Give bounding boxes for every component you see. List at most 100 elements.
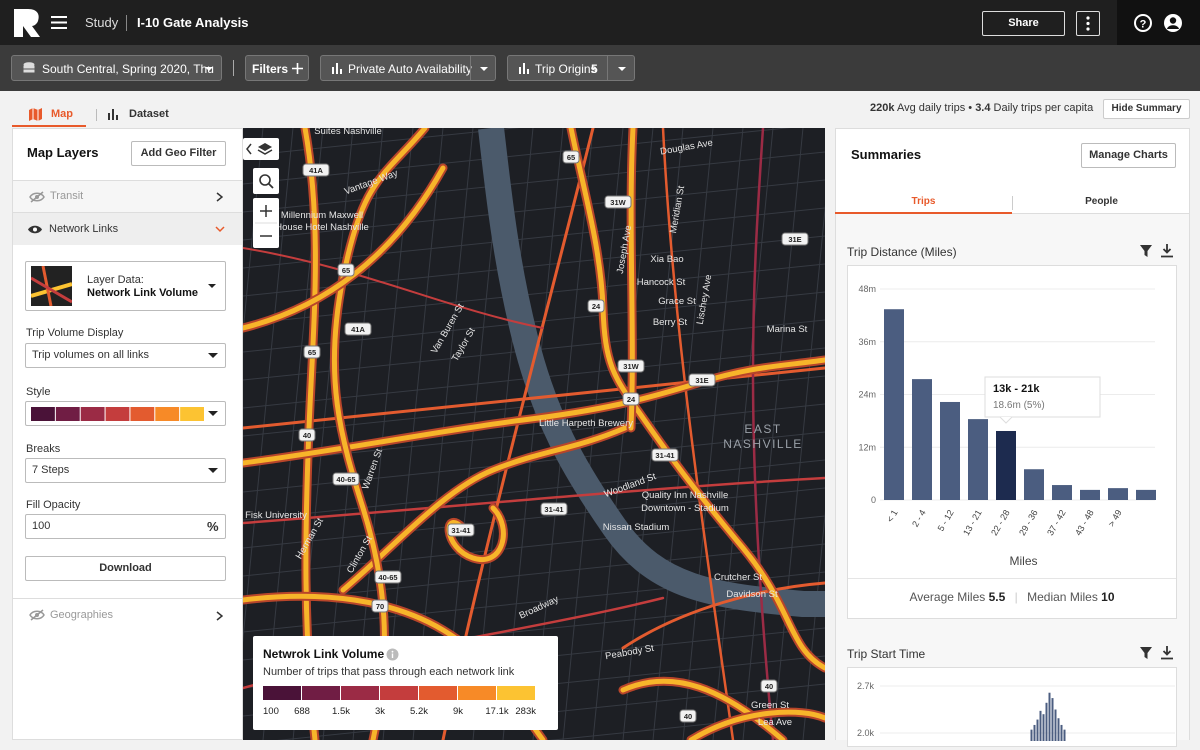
layer-data-select[interactable]: Layer Data: Network Link Volume (25, 261, 226, 311)
stat-label: Avg daily trips • (896, 102, 973, 114)
street (802, 510, 825, 740)
bar-icon (519, 63, 529, 74)
network-links-row[interactable]: Network Links (13, 212, 242, 245)
header-icons[interactable]: ? (1133, 13, 1183, 33)
hide-summary-button[interactable]: Hide Summary (1103, 99, 1190, 119)
legend-cell (302, 686, 340, 700)
dataset-tab[interactable]: Dataset (129, 108, 169, 120)
bar-icon (108, 109, 118, 120)
route-shield (622, 392, 640, 406)
logo[interactable] (14, 9, 40, 37)
opacity-input[interactable]: 100% (25, 514, 226, 539)
breaks-select[interactable]: 7 Steps (25, 458, 226, 483)
route-shield-label: 70 (376, 602, 384, 611)
links-major (243, 128, 825, 740)
chart-actions[interactable] (1140, 646, 1174, 660)
field-label: Style (26, 386, 51, 398)
legend-label: 100 (263, 706, 279, 717)
street (243, 403, 825, 465)
manage-charts-button[interactable]: Manage Charts (1081, 143, 1176, 168)
button-text: Add Geo Filter (140, 147, 217, 159)
street (243, 487, 825, 549)
route-shield (617, 359, 645, 373)
street (592, 128, 654, 740)
route-shield (679, 709, 697, 723)
style-select[interactable] (25, 401, 226, 426)
card-divider (848, 578, 1176, 579)
eye-icon (28, 225, 42, 234)
map-label: Lea Ave (758, 717, 792, 728)
street (243, 207, 825, 269)
volume-display-select[interactable]: Trip volumes on all links (25, 343, 226, 368)
trips-tab[interactable]: Trips (911, 196, 936, 207)
highway (620, 678, 786, 740)
map-label: Marina St (767, 324, 808, 335)
stat-label: Daily trips per capita (993, 102, 1094, 114)
route-shield (332, 472, 360, 486)
street (243, 151, 825, 213)
median-value: 10 (1101, 590, 1115, 604)
legend-label: 283k (515, 706, 536, 717)
route-shield-label: 41A (351, 325, 365, 334)
chevron (216, 611, 223, 621)
route-shield (562, 150, 580, 164)
map-label: Berry St (653, 317, 688, 328)
summary-stats: 220k Avg daily trips • 3.4 Daily trips p… (870, 102, 1093, 114)
download-button[interactable]: Download (25, 556, 226, 581)
route-shield-label: 31E (695, 376, 708, 385)
map-label: Fisk University (245, 510, 307, 521)
transit-row[interactable]: Transit (13, 180, 242, 212)
legend-title: Netwrok Link Volume (263, 647, 385, 661)
legend-cell (497, 686, 535, 700)
trip-origins-dropdown[interactable]: Trip Origins 5 (507, 55, 635, 81)
route-shield (298, 428, 316, 442)
street (742, 128, 804, 740)
map-label: Downtown - Stadium (641, 503, 729, 514)
legend-cell (380, 686, 418, 700)
caret (208, 284, 216, 288)
highway (331, 128, 428, 740)
separator (1012, 196, 1013, 210)
street (682, 128, 744, 740)
legend-subtitle: Number of trips that pass through each n… (263, 666, 515, 678)
field-label: Breaks (26, 443, 61, 455)
more-button[interactable] (1076, 11, 1100, 36)
region-dropdown[interactable]: South Central, Spring 2020, Thu (11, 55, 222, 81)
legend-cell (341, 686, 379, 700)
map-controls[interactable] (243, 138, 279, 248)
add-geo-filter-button[interactable]: Add Geo Filter (131, 141, 226, 166)
swatch-cell (55, 407, 80, 421)
availability-dropdown[interactable]: Private Auto Availability (320, 55, 496, 81)
trip-origins-count: 5 (591, 62, 598, 76)
people-tab[interactable]: People (1085, 196, 1118, 207)
chart-summary: Average Miles 5.5 | Median Miles 10 (909, 590, 1115, 604)
input-unit: % (207, 519, 219, 534)
hide-summary-text: Hide Summary (1111, 103, 1182, 114)
route-shield (447, 523, 475, 537)
route-shield-label: 40-65 (336, 475, 355, 484)
avg-value: 5.5 (988, 590, 1006, 604)
route-shield-label: 40 (303, 431, 311, 440)
median-label: Median Miles (1027, 590, 1098, 604)
tab-underline (12, 125, 86, 127)
geographies-row[interactable]: Geographies (13, 598, 242, 631)
study-label: Study (85, 15, 119, 30)
chart-actions[interactable] (1140, 244, 1174, 258)
info-icon[interactable] (386, 648, 399, 661)
map-label: Green St (751, 700, 789, 711)
menu-icon[interactable] (51, 16, 67, 29)
swatch-cell (155, 407, 180, 421)
caret (618, 67, 626, 71)
top-bar-right (1117, 0, 1200, 45)
map-tab[interactable]: Map (51, 108, 73, 120)
route-shield-label: 31-41 (451, 526, 470, 535)
legend-label: 17.1k (485, 706, 508, 717)
filters-button[interactable]: Filters (245, 55, 309, 81)
input-text: 100 (32, 520, 51, 532)
share-button[interactable]: Share (982, 11, 1065, 36)
highway (340, 425, 628, 593)
route-shield-label: 31W (623, 362, 639, 371)
highway (243, 357, 825, 466)
swatch-cell (180, 407, 204, 421)
